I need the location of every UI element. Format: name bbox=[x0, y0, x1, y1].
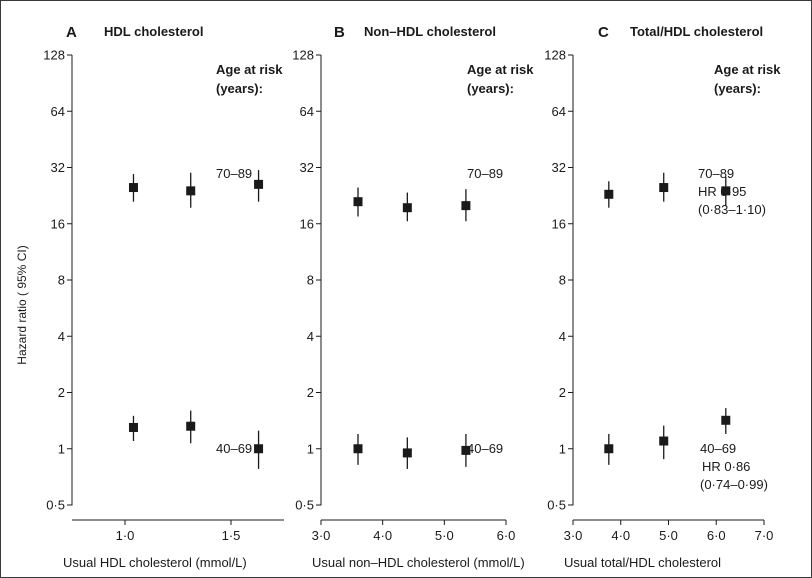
y-tick-label: 16 bbox=[51, 216, 65, 231]
data-point bbox=[186, 186, 196, 196]
legend-title: Age at risk bbox=[467, 62, 534, 77]
x-tick-label: 6·0 bbox=[707, 528, 726, 543]
panel-title: Total/HDL cholesterol bbox=[630, 24, 763, 39]
data-point bbox=[186, 421, 196, 431]
data-point bbox=[353, 444, 363, 454]
y-tick-label: 64 bbox=[552, 104, 566, 119]
data-point bbox=[659, 183, 669, 193]
x-axis-title: Usual HDL cholesterol (mmol/L) bbox=[63, 555, 247, 570]
y-axis-title: Hazard ratio ( 95% CI) bbox=[15, 245, 29, 364]
series-age-70-89: 70–89 HR 0·95 (0·83–1·10) bbox=[604, 166, 766, 217]
data-point bbox=[128, 422, 138, 432]
x-tick-label: 3·0 bbox=[312, 528, 331, 543]
series-annotation: 40–69 bbox=[216, 441, 252, 456]
y-tick-label: 1 bbox=[307, 441, 314, 456]
y-tick-label: 64 bbox=[300, 104, 314, 119]
legend-title: Age at risk bbox=[714, 62, 781, 77]
y-tick-label: 0·5 bbox=[547, 498, 566, 513]
series-annotation: 70–89 bbox=[467, 166, 503, 181]
data-point bbox=[254, 179, 264, 189]
y-tick-label: 128 bbox=[292, 48, 314, 63]
panel-title: HDL cholesterol bbox=[104, 24, 203, 39]
y-tick-label: 8 bbox=[307, 273, 314, 288]
y-tick-label: 4 bbox=[307, 329, 314, 344]
data-point bbox=[461, 445, 471, 455]
x-tick-label: 5·0 bbox=[435, 528, 454, 543]
data-point bbox=[402, 203, 412, 213]
data-point bbox=[721, 415, 731, 425]
x-tick-label: 3·0 bbox=[564, 528, 583, 543]
series-age-40-69: 40–69 bbox=[128, 410, 264, 469]
x-tick-label: 1·5 bbox=[222, 528, 241, 543]
data-point bbox=[604, 444, 614, 454]
y-tick-label: 32 bbox=[300, 160, 314, 175]
y-tick-label: 2 bbox=[559, 385, 566, 400]
data-point bbox=[721, 186, 731, 196]
x-axis-title: Usual total/HDL cholesterol bbox=[564, 555, 721, 570]
panel-b: B Non–HDL cholesterol 0·5 1 2 4 8 16 32 64 128 3·0 4… bbox=[292, 24, 534, 570]
y-tick-label: 2 bbox=[58, 385, 65, 400]
series-annotation: (0·74–0·99) bbox=[700, 477, 768, 492]
y-tick-label: 8 bbox=[58, 273, 65, 288]
series-age-40-69: 40–69 HR 0·86 (0·74–0·99) bbox=[604, 408, 768, 492]
series-annotation: 70–89 bbox=[216, 166, 252, 181]
x-axis-title: Usual non–HDL cholesterol (mmol/L) bbox=[312, 555, 525, 570]
y-tick-label: 32 bbox=[51, 160, 65, 175]
y-tick-label: 4 bbox=[58, 329, 65, 344]
series-age-70-89: 70–89 bbox=[353, 166, 503, 222]
series-annotation: HR 0·95 bbox=[698, 184, 746, 199]
series-annotation: (0·83–1·10) bbox=[698, 202, 766, 217]
y-tick-label: 0·5 bbox=[46, 498, 65, 513]
panel-a: A HDL cholesterol 0·5 1 2 4 8 16 32 64 128 1·0 1·5 Us… bbox=[43, 24, 284, 570]
y-tick-label: 64 bbox=[51, 104, 65, 119]
data-point bbox=[402, 448, 412, 458]
series-age-70-89: 70–89 bbox=[128, 166, 264, 208]
y-tick-label: 128 bbox=[43, 48, 65, 63]
series-age-40-69: 40–69 bbox=[353, 433, 503, 469]
panel-c: C Total/HDL cholesterol 0·5 1 2 4 8 16 32 64 128 3·… bbox=[544, 24, 781, 570]
y-tick-label: 32 bbox=[552, 160, 566, 175]
data-point bbox=[353, 197, 363, 207]
y-tick-label: 4 bbox=[559, 329, 566, 344]
data-point bbox=[128, 183, 138, 193]
panel-letter: A bbox=[66, 24, 77, 41]
y-tick-label: 16 bbox=[552, 216, 566, 231]
data-point bbox=[254, 444, 264, 454]
panel-letter: B bbox=[334, 24, 345, 41]
series-annotation: 40–69 bbox=[700, 441, 736, 456]
y-tick-label: 8 bbox=[559, 273, 566, 288]
x-tick-label: 5·0 bbox=[659, 528, 678, 543]
data-point bbox=[461, 201, 471, 211]
data-point bbox=[604, 189, 614, 199]
y-tick-label: 128 bbox=[544, 48, 566, 63]
data-point bbox=[659, 436, 669, 446]
y-tick-label: 2 bbox=[307, 385, 314, 400]
panel-title: Non–HDL cholesterol bbox=[364, 24, 496, 39]
x-tick-label: 1·0 bbox=[116, 528, 135, 543]
y-tick-label: 0·5 bbox=[295, 498, 314, 513]
series-annotation: 40–69 bbox=[467, 441, 503, 456]
y-tick-label: 16 bbox=[300, 216, 314, 231]
legend-title: (years): bbox=[467, 81, 514, 96]
x-tick-label: 4·0 bbox=[611, 528, 630, 543]
x-tick-label: 6·0 bbox=[497, 528, 516, 543]
legend-title: (years): bbox=[714, 81, 761, 96]
y-tick-label: 1 bbox=[58, 441, 65, 456]
x-tick-label: 7·0 bbox=[755, 528, 774, 543]
panel-letter: C bbox=[598, 24, 609, 41]
series-annotation: 70–89 bbox=[698, 166, 734, 181]
series-annotation: HR 0·86 bbox=[702, 459, 750, 474]
y-tick-label: 1 bbox=[559, 441, 566, 456]
x-tick-label: 4·0 bbox=[373, 528, 392, 543]
legend-title: (years): bbox=[216, 81, 263, 96]
legend-title: Age at risk bbox=[216, 62, 283, 77]
